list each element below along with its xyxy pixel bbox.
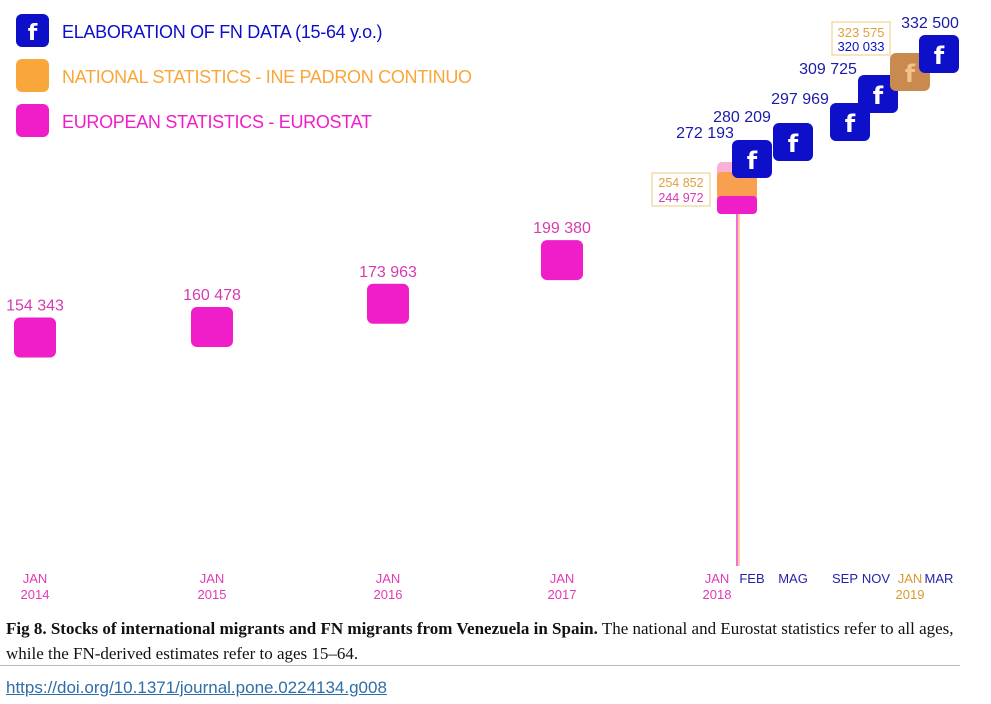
x-tick-month: JAN	[550, 571, 575, 586]
x-tick-year: 2014	[21, 587, 50, 602]
facebook-icon	[732, 140, 772, 178]
facebook-icon	[830, 103, 870, 141]
eurostat-value-label: 160 478	[183, 287, 241, 304]
eurostat-marker-2018	[717, 196, 757, 214]
legend-label: NATIONAL STATISTICS - INE PADRON CONTINU…	[62, 67, 472, 87]
eurostat-value-label: 244 972	[658, 191, 703, 205]
facebook-glyph: f	[905, 60, 916, 88]
fn-value-label: 309 725	[799, 61, 857, 78]
x-tick-year: 2015	[198, 587, 227, 602]
national-marker-2018	[717, 172, 757, 200]
legend-swatch	[16, 59, 49, 92]
legend-facebook-glyph: f	[28, 21, 38, 46]
x-tick-month: JAN	[898, 571, 923, 586]
doi-link[interactable]: https://doi.org/10.1371/journal.pone.022…	[6, 678, 387, 697]
x-tick-month: FEB	[739, 571, 764, 586]
facebook-glyph: f	[873, 82, 884, 110]
chart: f ELABORATION OF FN DATA (15-64 y.o.) NATI…	[6, 14, 959, 602]
x-tick-month: MAR	[925, 571, 954, 586]
eurostat-marker	[191, 306, 233, 347]
x-tick-year: 2016	[374, 587, 403, 602]
divider	[0, 665, 960, 666]
national-value-label: 254 852	[658, 176, 703, 190]
fn-value-label: 320 033	[838, 39, 885, 54]
national-value-label: 323 575	[838, 25, 885, 40]
figure-caption: Fig 8. Stocks of international migrants …	[6, 616, 966, 666]
caption-title: Fig 8. Stocks of international migrants …	[6, 619, 598, 638]
x-tick-month: SEP	[832, 571, 858, 586]
x-tick-month: JAN	[200, 571, 225, 586]
fn-value-label: 297 969	[771, 91, 829, 108]
value-box-2018	[651, 172, 711, 207]
eurostat-marker	[367, 283, 409, 324]
x-tick-month: JAN	[376, 571, 401, 586]
x-tick-year: 2019	[896, 587, 925, 602]
legend-facebook-icon	[16, 14, 49, 47]
x-tick-year: 2017	[548, 587, 577, 602]
eurostat-value-label: 199 380	[533, 220, 591, 237]
caption-text: The national and Eurostat statistics ref…	[6, 619, 954, 663]
facebook-glyph: f	[788, 130, 799, 158]
fn-value-label: 272 193	[676, 125, 734, 142]
legend-label: EUROPEAN STATISTICS - EUROSTAT	[62, 112, 372, 132]
legend-swatch	[16, 104, 49, 137]
eurostat-marker	[14, 317, 56, 358]
value-box-2019	[831, 21, 891, 56]
facebook-icon	[858, 75, 898, 113]
facebook-glyph: f	[747, 147, 758, 175]
x-tick-month: MAG	[778, 571, 808, 586]
facebook-icon	[919, 35, 959, 73]
fn-value-label: 332 500	[901, 15, 959, 32]
facebook-icon	[773, 123, 813, 161]
x-tick-year: 2018	[703, 587, 732, 602]
facebook-glyph: f	[845, 110, 856, 138]
x-tick-month: JAN	[705, 571, 730, 586]
fn-value-label: 280 209	[713, 109, 771, 126]
eurostat-value-label: 154 343	[6, 298, 64, 315]
legend-label: ELABORATION OF FN DATA (15-64 y.o.)	[62, 22, 382, 42]
eurostat-value-label: 173 963	[359, 264, 417, 281]
eurostat-marker	[541, 240, 583, 281]
facebook-glyph: f	[934, 42, 945, 70]
x-tick-month: JAN	[23, 571, 48, 586]
x-tick-month: NOV	[862, 571, 891, 586]
